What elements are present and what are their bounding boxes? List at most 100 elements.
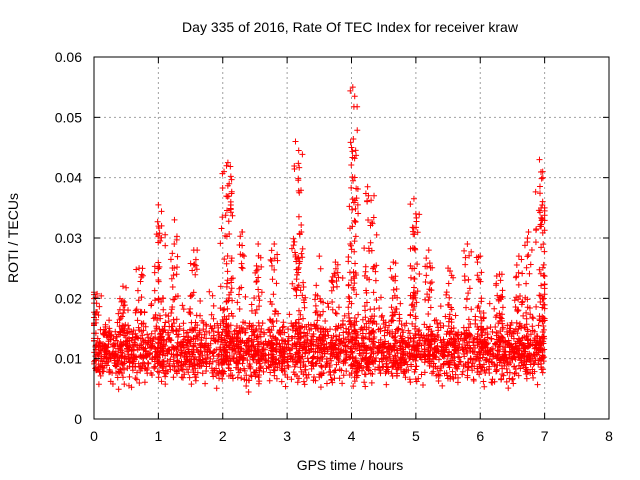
data-point (103, 362, 110, 369)
data-point (168, 275, 175, 282)
data-point (192, 262, 199, 269)
data-point (448, 319, 455, 326)
data-point (468, 306, 475, 313)
data-point (166, 360, 173, 367)
data-point (185, 369, 192, 376)
data-point (493, 367, 500, 374)
data-point (258, 289, 265, 296)
data-point (243, 383, 250, 390)
data-point (295, 336, 302, 343)
data-point (376, 305, 383, 312)
data-point (515, 281, 522, 288)
data-point (255, 340, 262, 347)
data-point (529, 314, 536, 321)
data-point (478, 295, 485, 302)
data-point (346, 371, 353, 378)
data-point (296, 189, 303, 196)
data-point (541, 217, 548, 224)
data-point (143, 347, 150, 354)
data-point (475, 276, 482, 283)
data-point (435, 334, 442, 341)
data-point (308, 360, 315, 367)
data-point (327, 371, 334, 378)
data-point (506, 325, 513, 332)
data-point (253, 278, 260, 285)
data-point (463, 304, 470, 311)
x-tick-label: 6 (476, 428, 484, 444)
data-point (396, 317, 403, 324)
data-point (492, 353, 499, 360)
data-point (515, 253, 522, 260)
data-point (541, 227, 548, 234)
y-tick-label: 0.04 (55, 170, 82, 186)
data-point (407, 379, 414, 386)
data-point (364, 183, 371, 190)
data-point (489, 350, 496, 357)
data-point (266, 377, 273, 384)
data-point (294, 379, 301, 386)
data-point (190, 247, 197, 254)
data-point (381, 332, 388, 339)
data-point (365, 358, 372, 365)
data-point (540, 340, 547, 347)
data-point (397, 332, 404, 339)
data-point (225, 342, 232, 349)
data-point (397, 354, 404, 361)
data-point (346, 203, 353, 210)
data-point (352, 233, 359, 240)
data-point (529, 323, 536, 330)
data-point (467, 320, 474, 327)
data-point (347, 241, 354, 248)
data-point (271, 367, 278, 374)
data-point (410, 195, 417, 202)
y-axis-tick-labels: 0 0.01 0.02 0.03 0.04 0.05 0.06 (55, 49, 82, 427)
data-point (387, 343, 394, 350)
data-point (462, 261, 469, 268)
data-point (468, 248, 475, 255)
data-point (353, 152, 360, 159)
data-point (215, 353, 222, 360)
data-point (223, 260, 230, 267)
data-point (391, 333, 398, 340)
data-point (464, 241, 471, 248)
data-point (95, 361, 102, 368)
data-point (162, 312, 169, 319)
data-point (308, 342, 315, 349)
data-point (356, 347, 363, 354)
data-point (424, 263, 430, 270)
data-point (210, 315, 217, 322)
data-point (536, 156, 543, 163)
data-point (518, 299, 525, 306)
data-point (372, 277, 379, 284)
data-point (173, 331, 180, 338)
data-point (443, 289, 450, 296)
data-point (126, 373, 133, 380)
data-point (132, 330, 139, 337)
data-point (140, 327, 147, 334)
data-point (412, 210, 419, 217)
data-point (143, 366, 150, 373)
data-point (151, 287, 158, 294)
data-point (300, 378, 307, 385)
data-point (137, 367, 144, 374)
data-point (155, 239, 162, 246)
data-point (155, 344, 162, 351)
data-point (355, 210, 362, 217)
chart-title: Day 335 of 2016, Rate Of TEC Index for r… (182, 19, 519, 35)
data-point (138, 341, 145, 348)
data-point (155, 233, 162, 240)
data-point (154, 354, 161, 361)
data-point (437, 337, 444, 344)
data-point (414, 229, 421, 236)
data-point (330, 332, 337, 339)
data-point (158, 208, 165, 215)
data-point (521, 348, 528, 355)
data-point (430, 351, 437, 358)
data-point (432, 336, 439, 343)
data-point (95, 381, 102, 388)
data-point (230, 355, 237, 362)
data-point (155, 374, 162, 381)
data-point (452, 339, 459, 346)
data-point (522, 361, 529, 368)
data-point (181, 371, 188, 378)
